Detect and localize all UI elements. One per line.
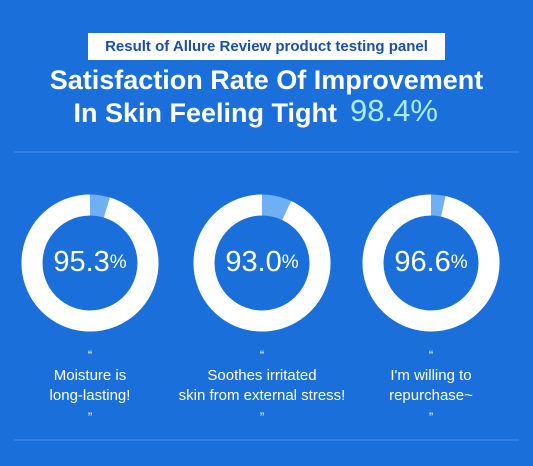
caption: “ bbox=[429, 347, 433, 362]
caption: skin from external stress! bbox=[179, 387, 346, 404]
caption: ” bbox=[260, 409, 264, 424]
badge-box bbox=[88, 33, 445, 60]
donut-value: 96.6% bbox=[394, 246, 467, 278]
title-line: Satisfaction Rate Of Improvement bbox=[50, 65, 484, 95]
caption: long-lasting! bbox=[50, 387, 131, 404]
donut-arc bbox=[193, 194, 331, 332]
caption: repurchase~ bbox=[389, 387, 473, 404]
badge: Result of Allure Review product testing … bbox=[105, 38, 428, 55]
caption: Soothes irritated bbox=[207, 367, 316, 384]
donut-arc bbox=[21, 194, 159, 332]
caption: ” bbox=[88, 409, 92, 424]
caption: “ bbox=[88, 347, 92, 362]
highlight: 98.4% bbox=[350, 93, 438, 128]
caption: Moisture is bbox=[54, 367, 127, 384]
donut-arc bbox=[362, 194, 500, 332]
caption: ” bbox=[429, 409, 433, 424]
title-line: In Skin Feeling Tight bbox=[73, 98, 337, 128]
donut-value: 95.3% bbox=[53, 246, 126, 278]
donut-value: 93.0% bbox=[225, 246, 298, 278]
caption: “ bbox=[260, 347, 264, 362]
caption: I'm willing to bbox=[390, 367, 471, 384]
